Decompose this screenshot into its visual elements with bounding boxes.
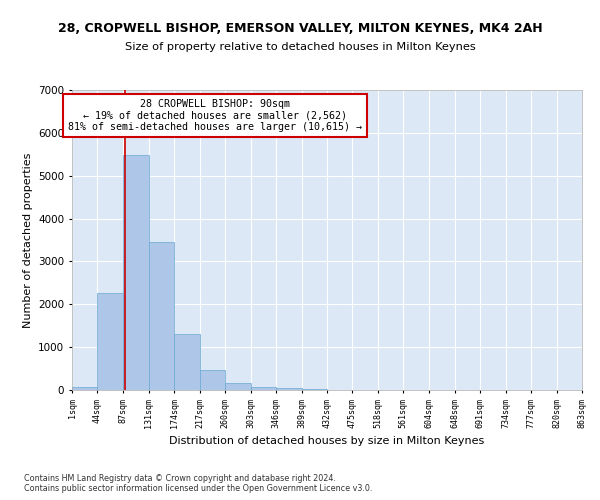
Text: Contains HM Land Registry data © Crown copyright and database right 2024.: Contains HM Land Registry data © Crown c…: [24, 474, 336, 483]
Text: 28 CROPWELL BISHOP: 90sqm
← 19% of detached houses are smaller (2,562)
81% of se: 28 CROPWELL BISHOP: 90sqm ← 19% of detac…: [68, 99, 362, 132]
Bar: [97, 292, 123, 390]
Bar: [302, 388, 327, 390]
Y-axis label: Number of detached properties: Number of detached properties: [23, 152, 32, 328]
Text: Contains public sector information licensed under the Open Government Licence v3: Contains public sector information licen…: [24, 484, 373, 493]
Bar: [149, 242, 175, 390]
X-axis label: Distribution of detached houses by size in Milton Keynes: Distribution of detached houses by size …: [169, 436, 485, 446]
Bar: [251, 386, 276, 390]
Bar: [276, 388, 302, 390]
Text: 28, CROPWELL BISHOP, EMERSON VALLEY, MILTON KEYNES, MK4 2AH: 28, CROPWELL BISHOP, EMERSON VALLEY, MIL…: [58, 22, 542, 36]
Bar: [72, 386, 97, 390]
Text: Size of property relative to detached houses in Milton Keynes: Size of property relative to detached ho…: [125, 42, 475, 52]
Bar: [175, 334, 200, 390]
Bar: [225, 384, 251, 390]
Bar: [200, 370, 225, 390]
Bar: [123, 155, 149, 390]
